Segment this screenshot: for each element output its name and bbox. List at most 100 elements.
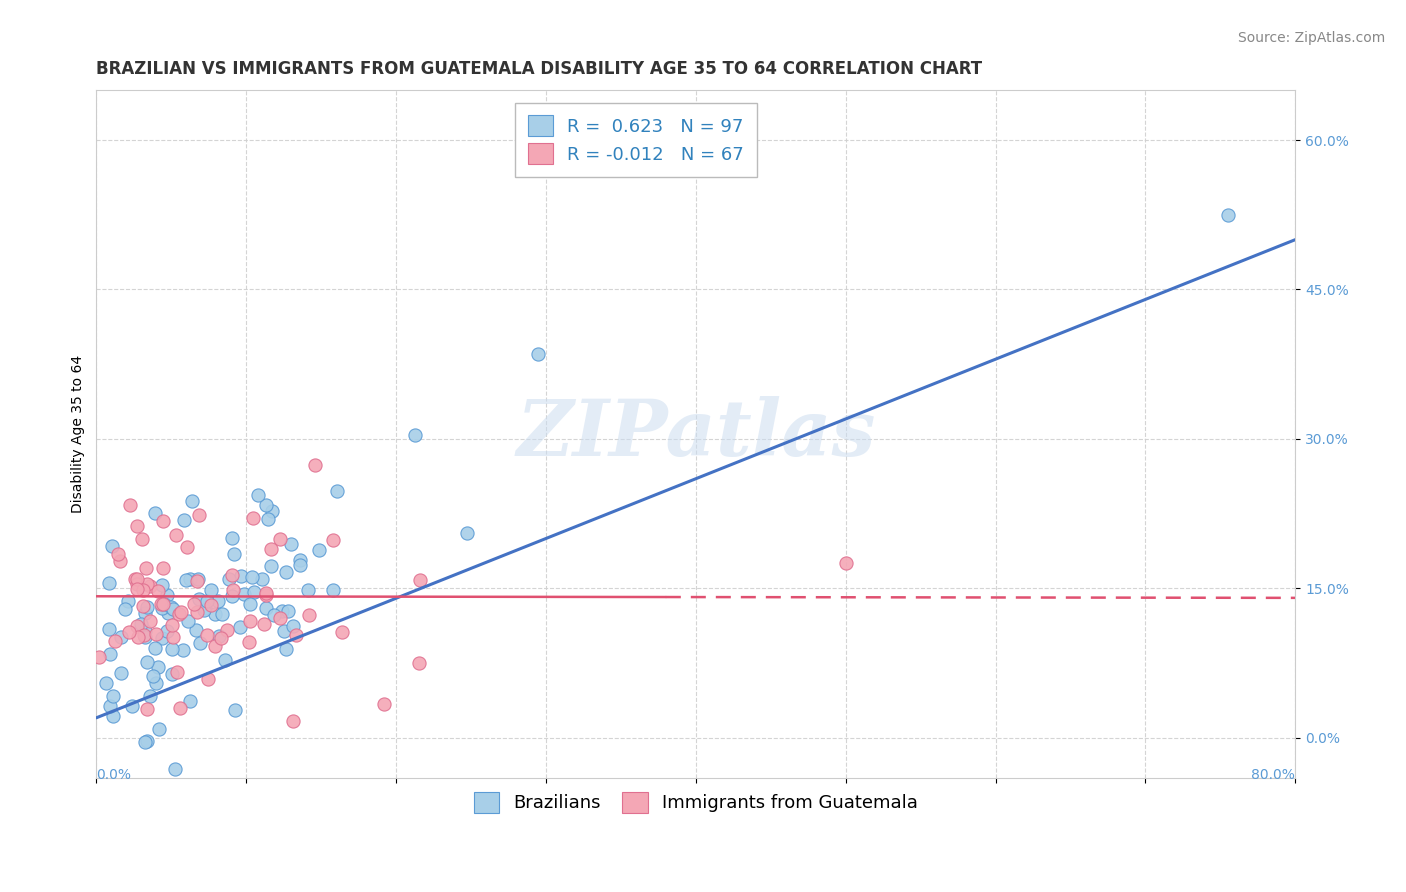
Point — [290, 558, 312, 572]
Point — [186, 605, 208, 619]
Point — [239, 597, 262, 611]
Point — [254, 588, 277, 602]
Point — [221, 589, 243, 603]
Point — [373, 697, 395, 711]
Text: Source: ZipAtlas.com: Source: ZipAtlas.com — [1237, 31, 1385, 45]
Point — [183, 597, 205, 611]
Point — [152, 514, 174, 528]
Point — [134, 606, 156, 620]
Point — [214, 652, 236, 666]
Point — [254, 600, 277, 615]
Point — [103, 709, 125, 723]
Point — [127, 630, 149, 644]
Point — [409, 573, 432, 587]
Point — [134, 624, 156, 639]
Point — [281, 619, 304, 633]
Point — [200, 582, 222, 597]
Point — [188, 592, 211, 607]
Point — [263, 607, 285, 622]
Point — [145, 676, 167, 690]
Point — [162, 630, 184, 644]
Point — [125, 518, 148, 533]
Text: 80.0%: 80.0% — [1251, 768, 1295, 782]
Point — [233, 587, 256, 601]
Point — [117, 593, 139, 607]
Text: BRAZILIAN VS IMMIGRANTS FROM GUATEMALA DISABILITY AGE 35 TO 64 CORRELATION CHART: BRAZILIAN VS IMMIGRANTS FROM GUATEMALA D… — [97, 60, 983, 78]
Point — [834, 557, 856, 571]
Point — [184, 624, 207, 638]
Point — [260, 504, 283, 518]
Point — [150, 631, 173, 645]
Point — [156, 606, 179, 620]
Point — [209, 631, 232, 645]
Point — [139, 614, 162, 628]
Point — [166, 665, 188, 679]
Point — [297, 583, 319, 598]
Point — [188, 636, 211, 650]
Point — [150, 601, 173, 615]
Point — [124, 572, 146, 586]
Point — [221, 567, 243, 582]
Point — [152, 597, 174, 611]
Point — [148, 660, 170, 674]
Point — [139, 689, 162, 703]
Point — [188, 508, 211, 523]
Point — [277, 605, 299, 619]
Point — [145, 506, 167, 520]
Point — [273, 624, 295, 639]
Point — [152, 597, 174, 611]
Point — [179, 694, 201, 708]
Point — [207, 594, 229, 608]
Point — [304, 458, 326, 473]
Point — [96, 675, 118, 690]
Point — [408, 656, 430, 670]
Point — [195, 593, 218, 607]
Point — [98, 576, 121, 591]
Point — [186, 574, 208, 588]
Point — [160, 618, 183, 632]
Point — [143, 641, 166, 656]
Point — [134, 630, 156, 644]
Point — [308, 542, 330, 557]
Point — [110, 631, 132, 645]
Point — [254, 498, 277, 512]
Point — [527, 347, 550, 361]
Y-axis label: Disability Age 35 to 64: Disability Age 35 to 64 — [72, 355, 86, 513]
Point — [142, 669, 165, 683]
Point — [330, 625, 353, 640]
Point — [149, 598, 172, 612]
Point — [131, 599, 153, 613]
Point — [132, 583, 155, 598]
Point — [150, 578, 173, 592]
Point — [200, 598, 222, 612]
Point — [218, 572, 240, 586]
Point — [204, 639, 226, 653]
Point — [135, 702, 157, 716]
Point — [98, 699, 121, 714]
Point — [1216, 208, 1239, 222]
Point — [274, 641, 297, 656]
Point — [162, 602, 184, 616]
Point — [160, 599, 183, 614]
Text: ZIPatlas: ZIPatlas — [516, 396, 876, 472]
Point — [326, 484, 349, 499]
Point — [285, 628, 308, 642]
Point — [134, 735, 156, 749]
Point — [156, 588, 179, 602]
Point — [239, 614, 262, 628]
Point — [215, 623, 238, 637]
Point — [156, 624, 179, 638]
Point — [121, 698, 143, 713]
Point — [107, 548, 129, 562]
Point — [146, 584, 169, 599]
Text: 0.0%: 0.0% — [97, 768, 131, 782]
Point — [224, 703, 246, 717]
Point — [114, 602, 136, 616]
Point — [172, 642, 194, 657]
Point — [222, 582, 245, 597]
Point — [229, 569, 252, 583]
Point — [288, 553, 311, 567]
Point — [169, 607, 191, 622]
Point — [238, 635, 260, 649]
Point — [240, 569, 263, 583]
